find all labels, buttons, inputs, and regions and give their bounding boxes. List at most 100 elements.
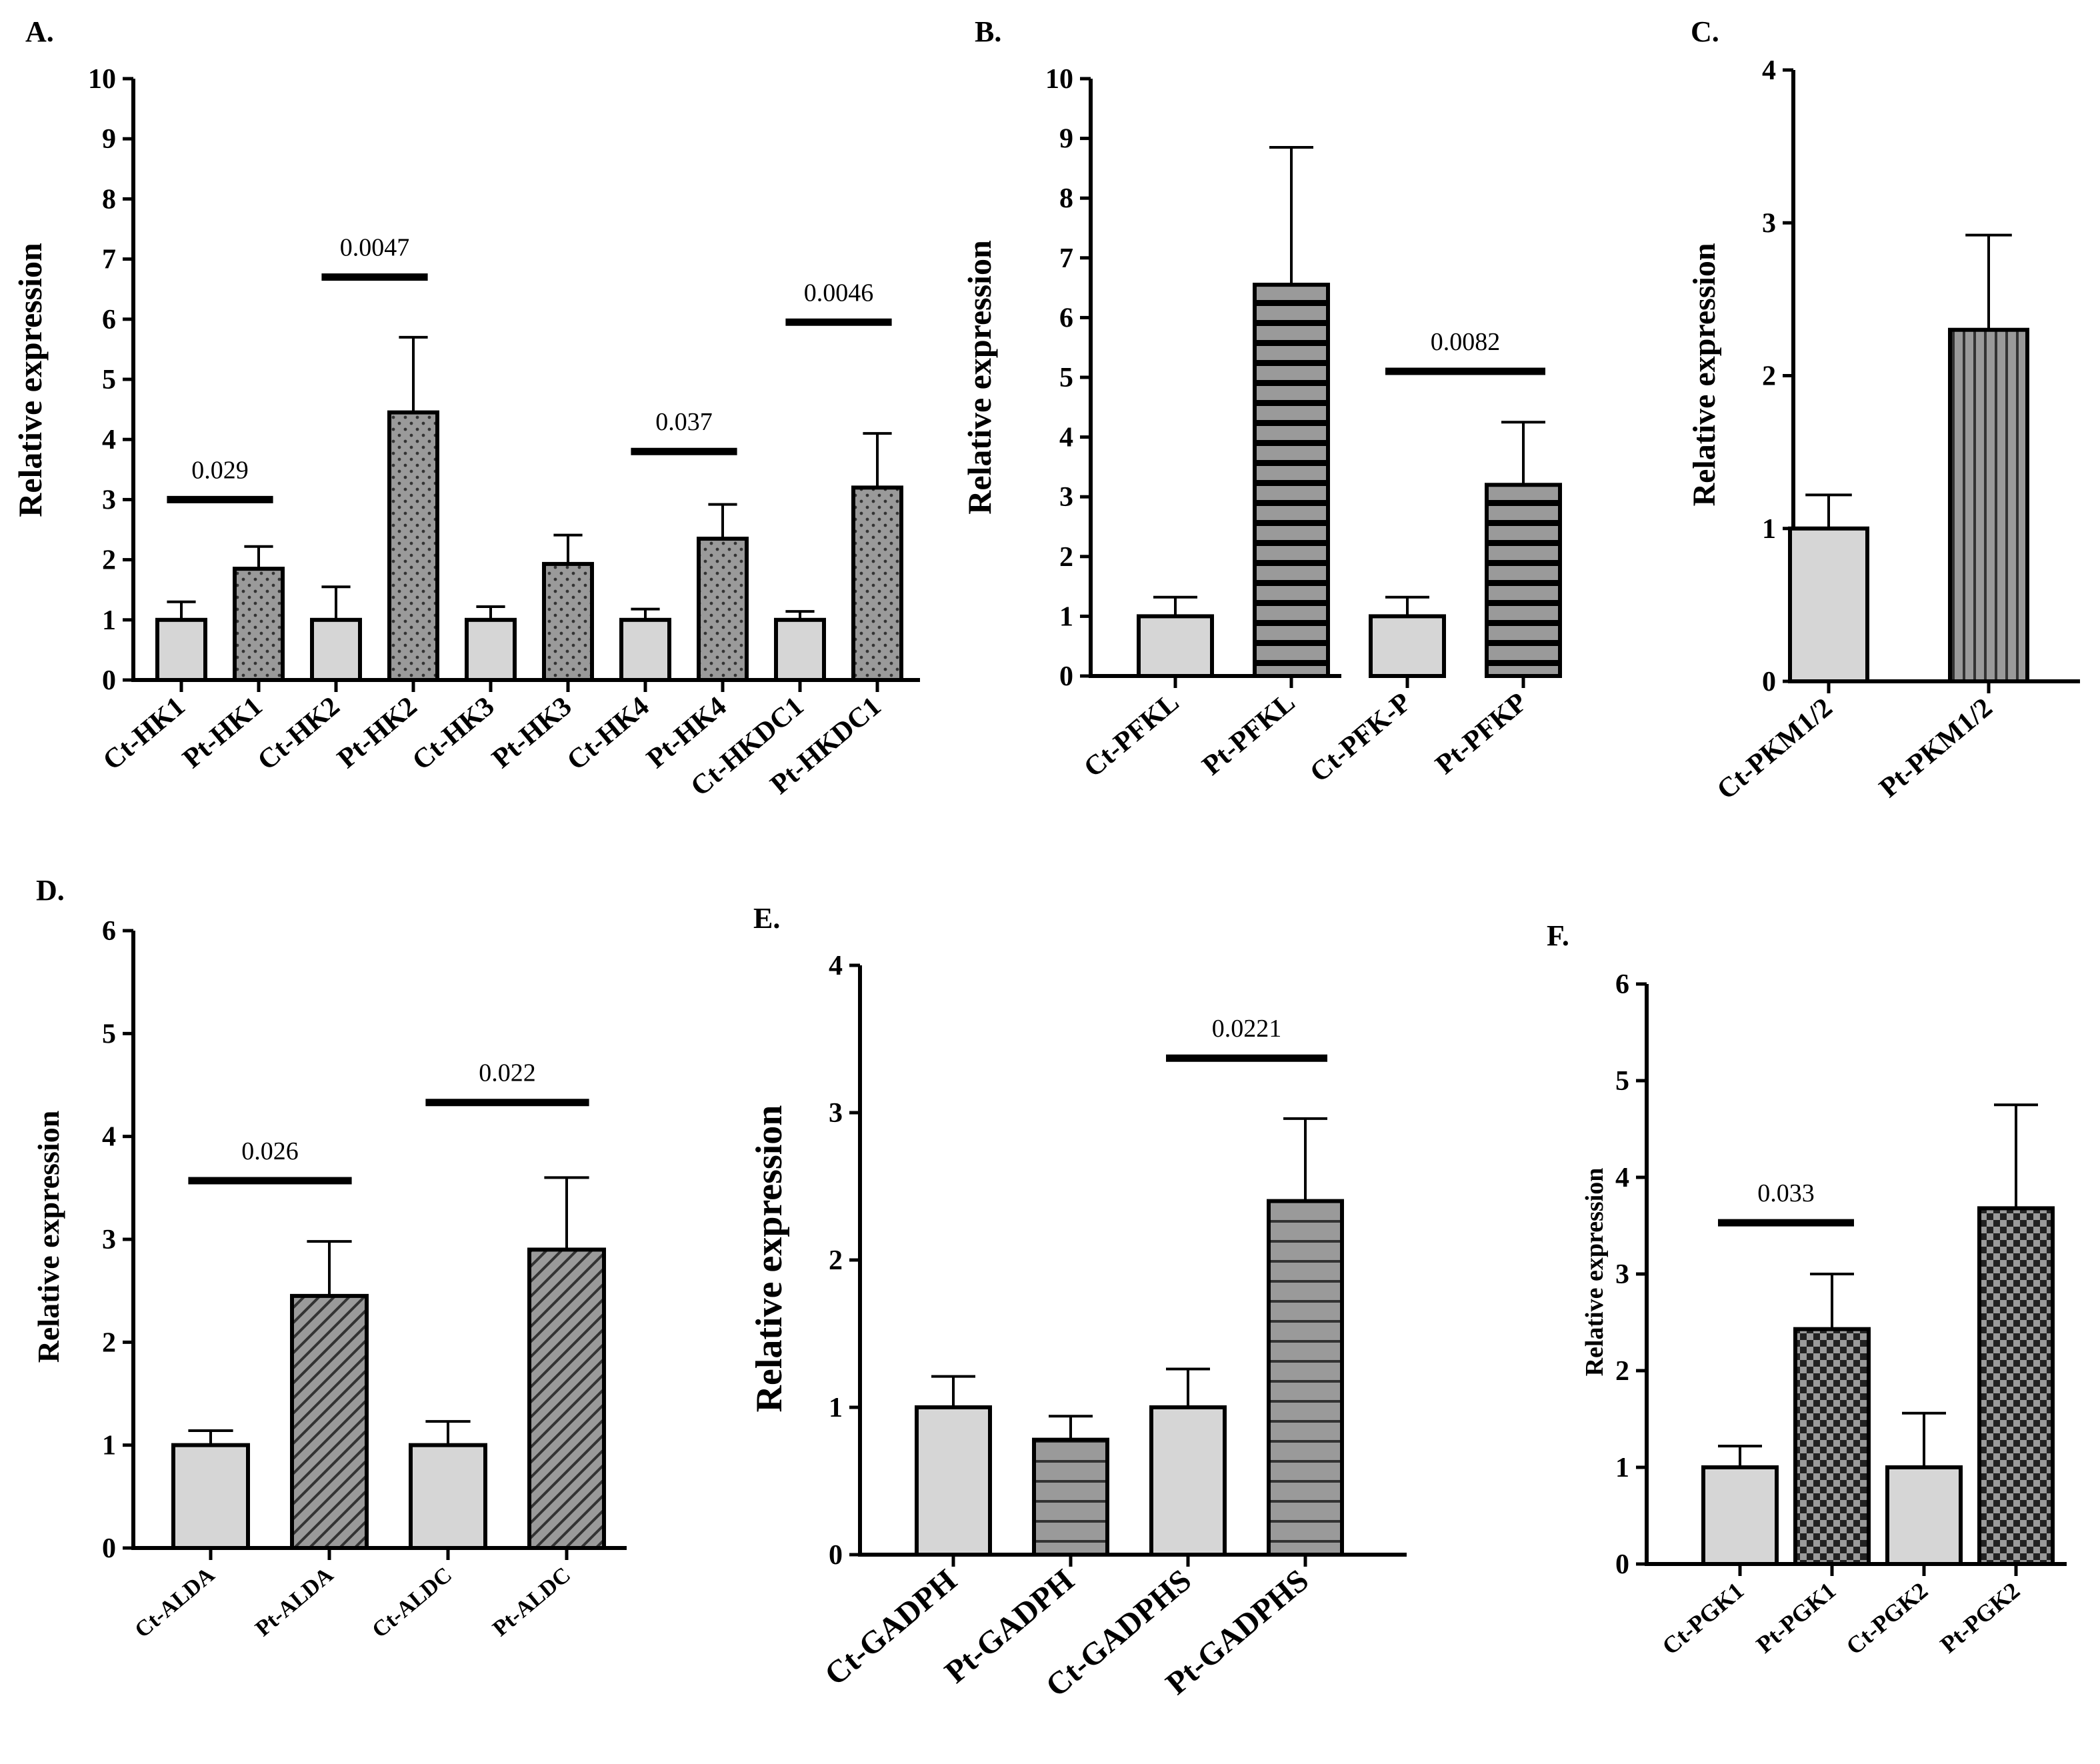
panel-a: A.Relative expression012345678910Ct-HK1P… xyxy=(11,15,920,803)
bar xyxy=(233,567,285,682)
bar xyxy=(1948,327,2029,684)
y-tick-label: 5 xyxy=(1615,1066,1629,1097)
y-tick-label: 1 xyxy=(102,1431,116,1461)
y-tick-label: 3 xyxy=(102,485,116,515)
bar xyxy=(387,410,439,682)
x-tick-label: Ct-PKM1/2 xyxy=(1711,692,1838,805)
panel-b: B. Relative expression 0 1 2 3 4 5 6 7 8 9 10 Ct-PFKL… xyxy=(961,15,1562,789)
y-axis-label: Relative expression xyxy=(749,1105,790,1413)
x-tick-label: Pt-HK2 xyxy=(332,691,423,774)
x-tick-label: Pt-ALDC xyxy=(488,1563,575,1641)
bar xyxy=(527,1247,606,1551)
bar xyxy=(1267,1199,1344,1557)
y-axis-label: Relative expression xyxy=(31,1111,65,1363)
bar xyxy=(1137,614,1214,679)
bar xyxy=(542,561,594,682)
bar xyxy=(465,617,517,682)
y-tick-label: 3 xyxy=(1615,1259,1629,1290)
y-tick-label: 1 xyxy=(1762,514,1776,545)
x-tick-label: Ct-HK2 xyxy=(252,691,345,776)
bar xyxy=(1253,283,1330,678)
bar xyxy=(310,617,362,682)
y-tick-label: 1 xyxy=(1059,601,1073,632)
y-tick-label: 10 xyxy=(88,64,116,95)
bar xyxy=(409,1443,487,1551)
panel-letter: B. xyxy=(975,15,1001,48)
y-tick-label: 1 xyxy=(102,605,116,636)
bar xyxy=(1149,1405,1227,1557)
p-value-label: 0.033 xyxy=(1757,1179,1815,1207)
panel-d: D. Relative expression 0 1 2 3 4 5 6 Ct-ALDA Pt-AL… xyxy=(31,874,627,1643)
y-tick-label: 0 xyxy=(102,665,116,696)
y-tick-label: 9 xyxy=(1059,124,1073,155)
bar xyxy=(155,617,207,682)
bar xyxy=(851,485,903,682)
y-tick-label: 2 xyxy=(1059,542,1073,573)
bar xyxy=(1793,1327,1871,1567)
y-tick-label: 4 xyxy=(1762,55,1776,86)
y-tick-label: 8 xyxy=(102,184,116,215)
y-tick-label: 2 xyxy=(102,1327,116,1358)
bar xyxy=(1369,614,1446,679)
bar xyxy=(1032,1437,1109,1557)
x-tick-label: Ct-PGK1 xyxy=(1657,1577,1749,1659)
x-tick-label: Pt-PKM1/2 xyxy=(1874,692,1999,803)
y-tick-label: 0 xyxy=(102,1533,116,1564)
y-tick-label: 1 xyxy=(829,1393,843,1423)
x-tick-label: Ct-HK1 xyxy=(97,691,191,776)
panel-letter: C. xyxy=(1691,15,1719,48)
y-tick-label: 7 xyxy=(1059,243,1073,274)
x-tick-label: Pt-HK3 xyxy=(487,691,578,774)
y-tick-label: 3 xyxy=(102,1225,116,1255)
y-tick-label: 9 xyxy=(102,124,116,155)
bar xyxy=(1485,483,1562,679)
panel-e: E.Relative expression01234Ct-GADPHPt-GAD… xyxy=(749,902,1407,1704)
bar xyxy=(1977,1206,2055,1566)
bar xyxy=(774,617,826,682)
x-tick-label: Pt-PGK2 xyxy=(1935,1577,2025,1658)
y-tick-label: 6 xyxy=(102,305,116,335)
p-value-label: 0.026 xyxy=(241,1137,299,1165)
x-tick-label: Ct-ALDC xyxy=(367,1563,457,1643)
y-axis-label: Relative expression xyxy=(11,243,49,517)
p-value-label: 0.0047 xyxy=(340,234,410,262)
p-value-label: 0.022 xyxy=(479,1059,536,1087)
p-value-label: 0.0046 xyxy=(804,279,874,307)
y-tick-label: 4 xyxy=(102,1122,116,1153)
x-tick-label: Ct-PFK-P xyxy=(1304,687,1417,788)
p-value-label: 0.0221 xyxy=(1212,1015,1282,1043)
x-tick-label: Pt-PFKL xyxy=(1197,687,1301,781)
x-tick-label: Ct-PGK2 xyxy=(1841,1577,1933,1659)
x-tick-label: Pt-ALDA xyxy=(251,1563,338,1641)
y-tick-label: 2 xyxy=(102,545,116,576)
y-tick-label: 4 xyxy=(829,951,843,981)
x-tick-label: Ct-HK3 xyxy=(407,691,500,776)
bar xyxy=(697,537,749,683)
y-tick-label: 6 xyxy=(1059,303,1073,333)
x-tick-label: Pt-PFKP xyxy=(1430,687,1533,780)
y-axis-label: Relative expression xyxy=(1581,1168,1609,1377)
x-tick-label: Pt-PGK1 xyxy=(1751,1577,1841,1658)
bar xyxy=(171,1443,250,1551)
y-tick-label: 3 xyxy=(1059,482,1073,513)
x-tick-label: Pt-HK1 xyxy=(177,691,269,774)
bar xyxy=(915,1405,992,1557)
y-tick-label: 5 xyxy=(102,1019,116,1049)
y-tick-label: 1 xyxy=(1615,1453,1629,1483)
y-tick-label: 10 xyxy=(1045,64,1073,95)
y-tick-label: 3 xyxy=(1762,208,1776,239)
y-tick-label: 5 xyxy=(102,365,116,395)
panel-letter: D. xyxy=(36,874,65,907)
y-tick-label: 0 xyxy=(1059,661,1073,692)
bar xyxy=(1701,1465,1779,1566)
y-tick-label: 5 xyxy=(1059,363,1073,393)
panel-letter: E. xyxy=(753,902,780,935)
y-tick-label: 6 xyxy=(102,916,116,947)
x-tick-label: Ct-ALDA xyxy=(130,1563,219,1643)
bar xyxy=(290,1293,369,1550)
p-value-label: 0.029 xyxy=(191,456,249,484)
y-tick-label: 0 xyxy=(1762,667,1776,697)
y-tick-label: 0 xyxy=(829,1540,843,1571)
